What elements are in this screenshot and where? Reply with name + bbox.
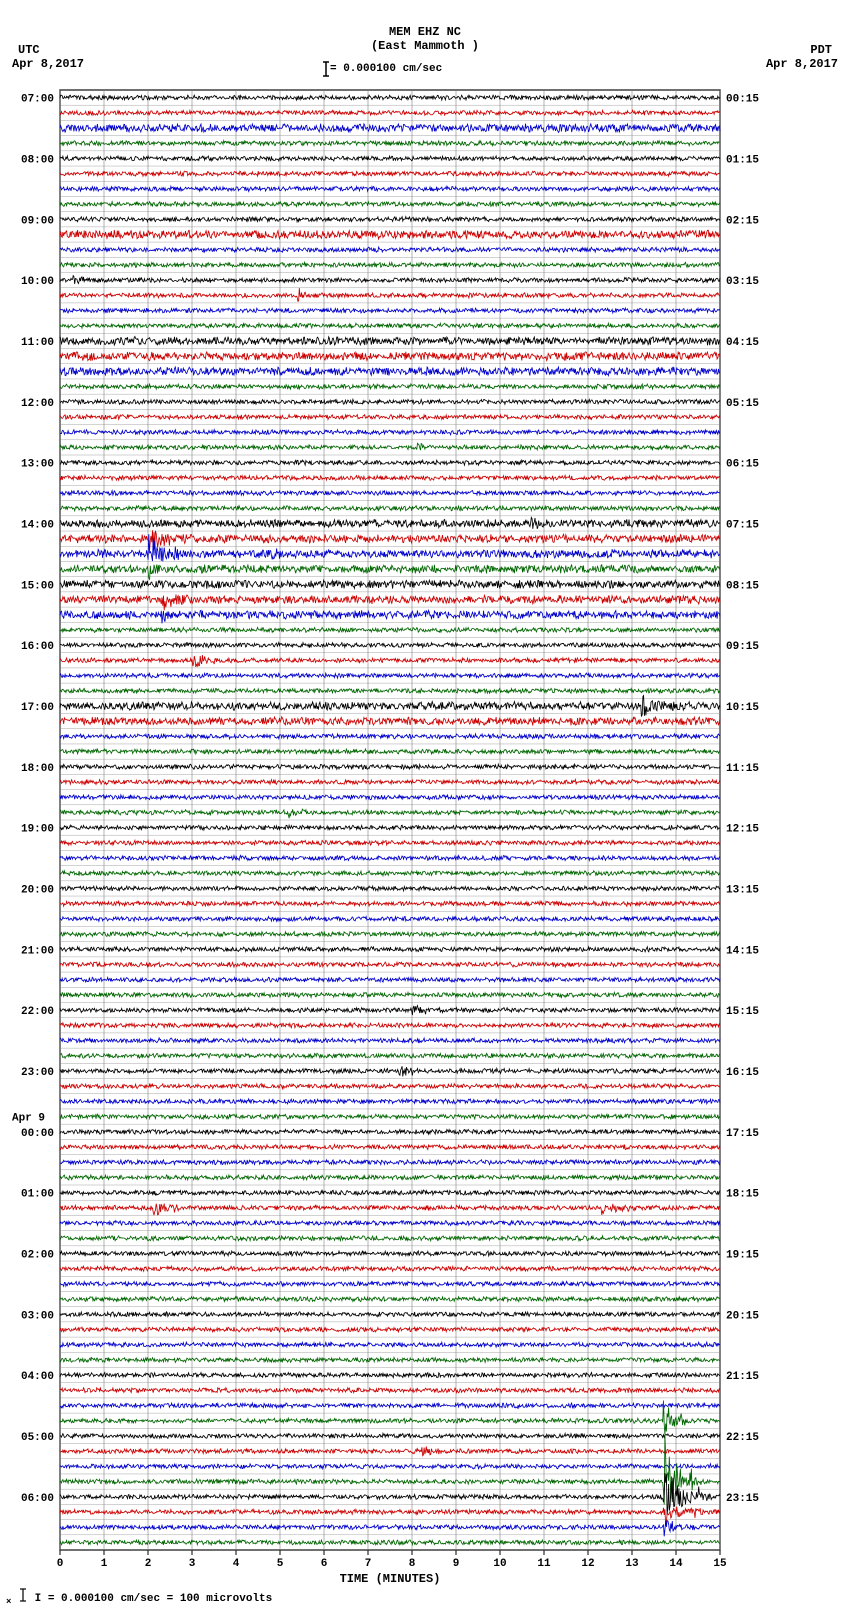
- svg-text:5: 5: [277, 1558, 284, 1570]
- svg-text:0: 0: [57, 1558, 64, 1570]
- station-code: MEM EHZ NC: [0, 25, 850, 39]
- svg-text:00:15: 00:15: [726, 94, 759, 106]
- svg-text:02:15: 02:15: [726, 215, 759, 227]
- svg-text:10: 10: [493, 1558, 506, 1570]
- svg-text:11:15: 11:15: [726, 763, 759, 775]
- svg-text:07:00: 07:00: [21, 94, 54, 106]
- svg-text:14:00: 14:00: [21, 519, 54, 531]
- svg-text:08:00: 08:00: [21, 154, 54, 166]
- svg-text:1: 1: [101, 1558, 108, 1570]
- seismogram-container: MEM EHZ NC (East Mammoth ) UTC PDT Apr 8…: [0, 0, 850, 1613]
- svg-text:07:15: 07:15: [726, 519, 759, 531]
- svg-text:18:15: 18:15: [726, 1189, 759, 1201]
- svg-text:10:15: 10:15: [726, 702, 759, 714]
- svg-text:16:15: 16:15: [726, 1067, 759, 1079]
- svg-text:2: 2: [145, 1558, 152, 1570]
- svg-text:15:15: 15:15: [726, 1006, 759, 1018]
- scale-legend: = 0.000100 cm/sec: [330, 63, 442, 75]
- svg-text:8: 8: [409, 1558, 416, 1570]
- date-right: Apr 8,2017: [766, 57, 838, 71]
- svg-text:03:00: 03:00: [21, 1310, 54, 1322]
- svg-text:12: 12: [581, 1558, 594, 1570]
- svg-text:21:15: 21:15: [726, 1371, 759, 1383]
- svg-text:09:00: 09:00: [21, 215, 54, 227]
- svg-text:19:15: 19:15: [726, 1249, 759, 1261]
- svg-text:01:00: 01:00: [21, 1189, 54, 1201]
- svg-text:12:15: 12:15: [726, 824, 759, 836]
- svg-text:17:00: 17:00: [21, 702, 54, 714]
- svg-text:20:00: 20:00: [21, 884, 54, 896]
- svg-text:12:00: 12:00: [21, 398, 54, 410]
- footer-scale-text: I = 0.000100 cm/sec = 100 microvolts: [35, 1593, 273, 1605]
- svg-text:13:15: 13:15: [726, 884, 759, 896]
- svg-text:05:00: 05:00: [21, 1432, 54, 1444]
- svg-text:18:00: 18:00: [21, 763, 54, 775]
- footer-scale: × I = 0.000100 cm/sec = 100 microvolts: [6, 1587, 272, 1607]
- svg-text:02:00: 02:00: [21, 1249, 54, 1261]
- svg-text:10:00: 10:00: [21, 276, 54, 288]
- svg-text:05:15: 05:15: [726, 398, 759, 410]
- plot-header: MEM EHZ NC (East Mammoth ): [0, 25, 850, 53]
- svg-text:7: 7: [365, 1558, 372, 1570]
- svg-text:14: 14: [669, 1558, 683, 1570]
- svg-text:03:15: 03:15: [726, 276, 759, 288]
- seismogram-plot: 0123456789101112131415TIME (MINUTES)07:0…: [0, 0, 850, 1613]
- svg-text:Apr 9: Apr 9: [12, 1113, 45, 1125]
- svg-text:17:15: 17:15: [726, 1128, 759, 1140]
- svg-text:13:00: 13:00: [21, 459, 54, 471]
- svg-text:14:15: 14:15: [726, 945, 759, 957]
- timezone-right: PDT: [810, 43, 832, 57]
- station-name: (East Mammoth ): [0, 39, 850, 53]
- svg-text:21:00: 21:00: [21, 945, 54, 957]
- svg-text:16:00: 16:00: [21, 641, 54, 653]
- svg-text:TIME (MINUTES): TIME (MINUTES): [340, 1572, 441, 1586]
- svg-text:15:00: 15:00: [21, 580, 54, 592]
- svg-text:00:00: 00:00: [21, 1128, 54, 1140]
- svg-text:9: 9: [453, 1558, 460, 1570]
- svg-text:09:15: 09:15: [726, 641, 759, 653]
- svg-text:19:00: 19:00: [21, 824, 54, 836]
- svg-text:06:15: 06:15: [726, 459, 759, 471]
- svg-text:04:15: 04:15: [726, 337, 759, 349]
- svg-text:22:15: 22:15: [726, 1432, 759, 1444]
- svg-text:23:15: 23:15: [726, 1493, 759, 1505]
- svg-text:01:15: 01:15: [726, 154, 759, 166]
- timezone-left: UTC: [18, 43, 40, 57]
- svg-text:15: 15: [713, 1558, 727, 1570]
- svg-text:23:00: 23:00: [21, 1067, 54, 1079]
- svg-text:20:15: 20:15: [726, 1310, 759, 1322]
- date-left: Apr 8,2017: [12, 57, 84, 71]
- svg-text:6: 6: [321, 1558, 328, 1570]
- svg-text:13: 13: [625, 1558, 639, 1570]
- svg-text:08:15: 08:15: [726, 580, 759, 592]
- svg-text:22:00: 22:00: [21, 1006, 54, 1018]
- svg-text:3: 3: [189, 1558, 196, 1570]
- svg-text:04:00: 04:00: [21, 1371, 54, 1383]
- svg-text:11:00: 11:00: [21, 337, 54, 349]
- svg-text:11: 11: [537, 1558, 551, 1570]
- svg-text:4: 4: [233, 1558, 240, 1570]
- svg-text:06:00: 06:00: [21, 1493, 54, 1505]
